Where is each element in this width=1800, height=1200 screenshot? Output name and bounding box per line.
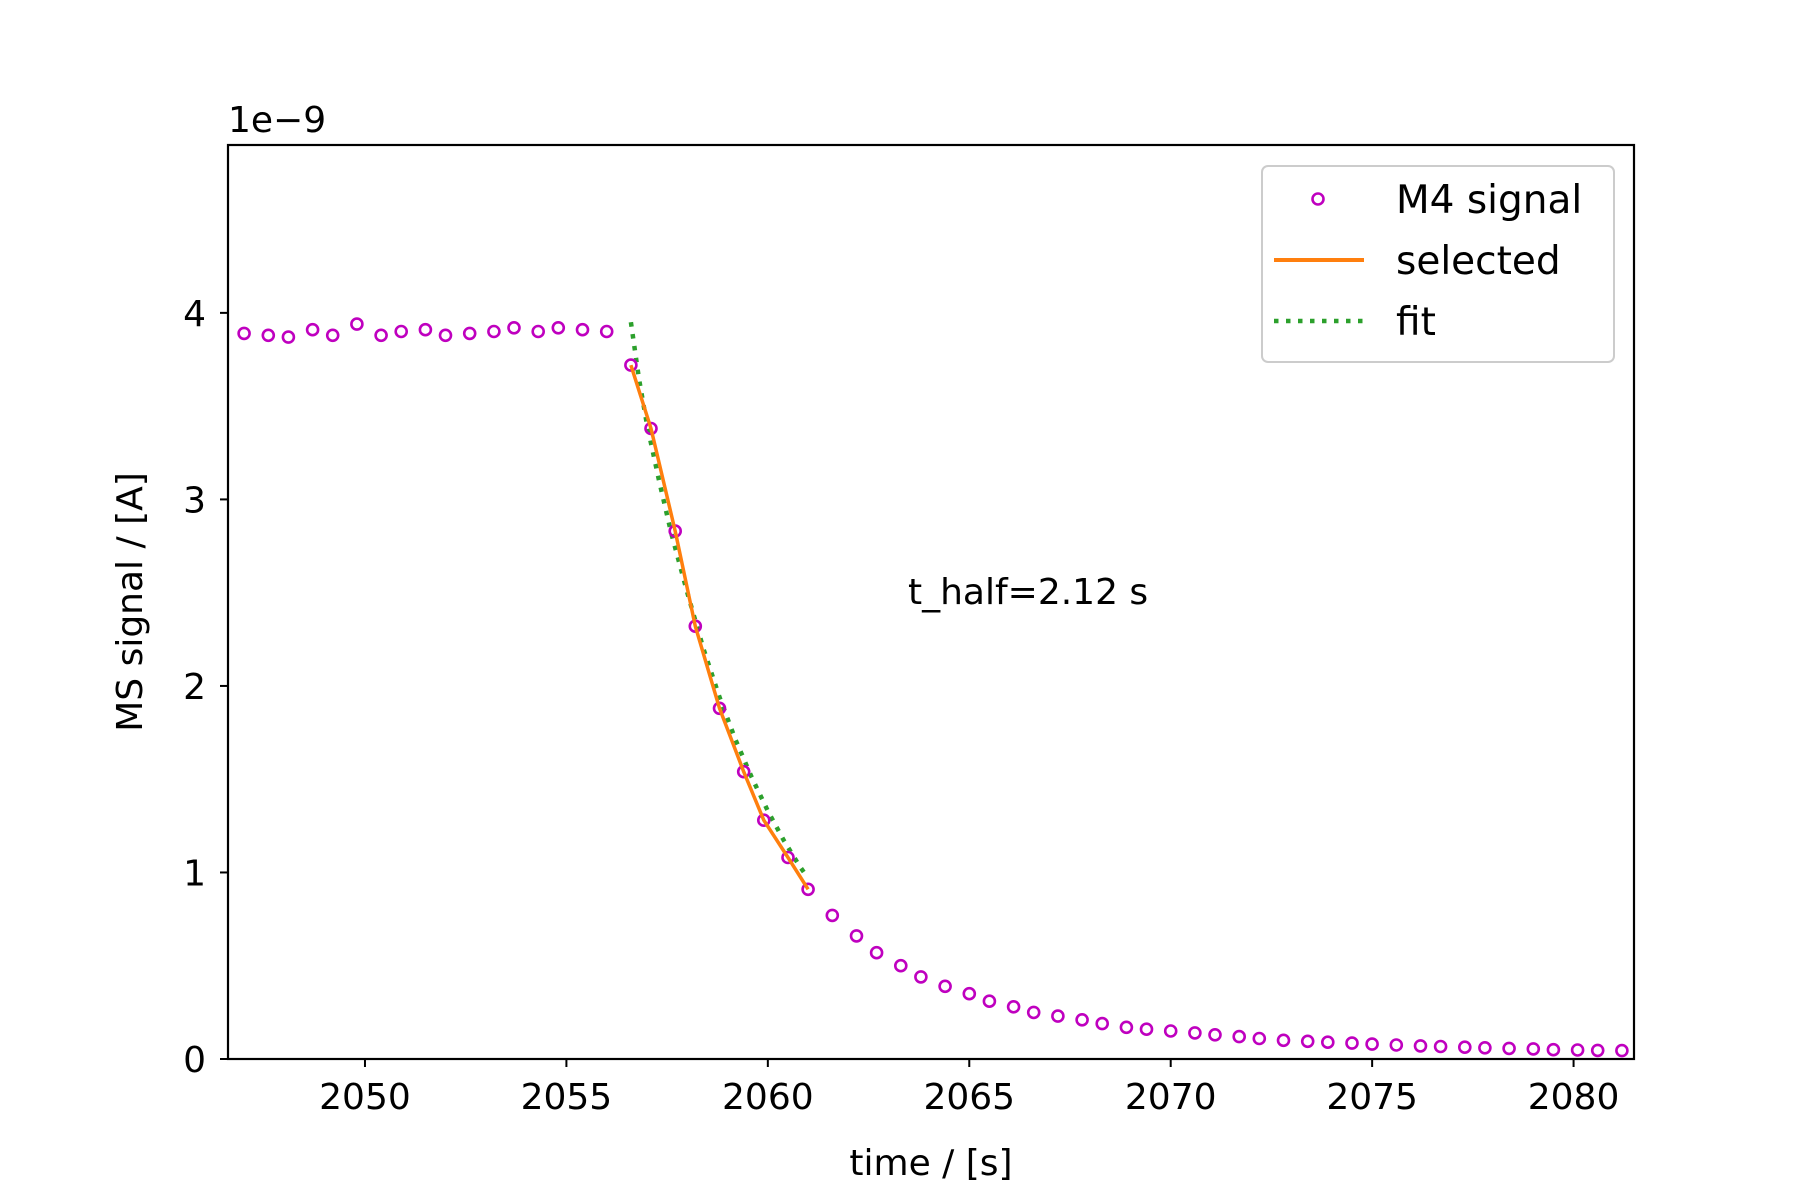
data-point-m4-signal [1188,1026,1202,1040]
x-axis-label: time / [s] [849,1143,1012,1184]
data-point-m4-signal [575,322,590,337]
data-point-m4-signal [1075,1012,1089,1027]
t-half-annotation: t_half=2.12 s [908,572,1148,613]
data-point-m4-signal [1321,1035,1335,1049]
data-point-m4-signal [781,850,795,865]
data-point-m4-signal [261,328,276,343]
data-point-m4-signal [1433,1039,1448,1054]
y-axis-label: MS signal / [A] [110,472,151,732]
data-point-m4-signal [1345,1036,1359,1050]
y-tick-label: 3 [183,480,206,521]
data-point-m4-signal [1208,1028,1222,1042]
data-point-m4-signal [1546,1042,1561,1057]
data-point-m4-signal [1413,1039,1428,1053]
y-tick-label: 1 [183,853,206,894]
y-tick-label: 2 [183,667,206,708]
data-point-m4-signal [1276,1033,1291,1048]
data-point-m4-signal [1615,1043,1629,1058]
y-tick-label: 4 [183,294,206,335]
legend: M4 signal selected fit [1261,165,1615,363]
legend-frame [1261,165,1615,363]
data-point-m4-signal [1478,1041,1492,1055]
plot-area [237,317,1629,1058]
data-point-m4-signal [462,326,477,341]
data-point-m4-signal [305,322,320,337]
data-point-m4-signal [418,322,433,337]
series-line-fit [628,321,810,880]
data-point-m4-signal [599,324,614,339]
data-point-m4-signal [1570,1043,1585,1057]
data-point-m4-signal [1232,1029,1246,1044]
axis-ticks: 2050 2055 2060 2065 2070 2075 2080 0 1 2 3 4 [183,294,1619,1118]
data-point-m4-signal [893,958,908,973]
x-tick-label: 2060 [722,1077,814,1118]
data-point-m4-signal [1300,1034,1315,1049]
series-line-selected [629,364,810,891]
data-point-m4-signal [938,979,952,994]
data-point-m4-signal [1502,1041,1516,1056]
data-point-m4-signal [1526,1042,1541,1056]
data-point-m4-signal [438,328,453,343]
data-point-m4-signal [1458,1040,1472,1054]
data-point-m4-signal [1119,1020,1134,1035]
x-tick-label: 2070 [1125,1077,1217,1118]
data-point-m4-signal [531,324,546,339]
data-point-m4-signal [374,328,388,343]
data-point-m4-signal [237,326,251,341]
data-point-m4-signal [325,328,340,343]
x-tick-label: 2075 [1326,1077,1418,1118]
data-point-m4-signal [1365,1037,1379,1051]
data-point-m4-signal [1006,999,1021,1014]
data-point-m4-signal [1590,1043,1605,1058]
legend-marker-m4-signal [1311,192,1325,206]
data-point-m4-signal [1139,1022,1154,1036]
legend-label-selected: selected [1396,239,1561,284]
data-point-m4-signal [849,929,864,943]
data-point-m4-signal [982,994,997,1009]
data-point-m4-signal [1163,1024,1178,1038]
data-point-m4-signal [281,330,296,344]
data-point-m4-signal [869,945,884,960]
data-point-m4-signal [962,986,977,1001]
data-point-m4-signal [1026,1005,1041,1020]
data-point-m4-signal [1095,1016,1109,1031]
data-point-m4-signal [394,324,409,339]
data-point-m4-signal [736,764,751,779]
x-tick-label: 2065 [923,1077,1015,1118]
y-tick-label: 0 [183,1040,206,1081]
data-point-m4-signal [551,320,566,335]
x-tick-label: 2050 [319,1077,411,1118]
data-point-m4-signal [350,317,364,331]
y-offset-label: 1e−9 [228,100,326,141]
data-point-m4-signal [1252,1031,1267,1046]
data-point-m4-signal [507,320,521,335]
data-point-m4-signal [1389,1038,1404,1052]
plot-data [237,317,1629,1058]
data-point-m4-signal [487,324,501,339]
data-point-m4-signal [1051,1009,1065,1023]
data-point-m4-signal [914,970,928,984]
data-point-m4-signal [801,882,815,897]
data-point-m4-signal [756,813,771,828]
axes-frame [226,143,1636,1061]
legend-label-fit: fit [1396,300,1436,345]
legend-label-m4-signal: M4 signal [1396,178,1582,223]
data-point-m4-signal [825,908,840,923]
x-tick-label: 2055 [521,1077,613,1118]
x-tick-label: 2080 [1528,1077,1620,1118]
